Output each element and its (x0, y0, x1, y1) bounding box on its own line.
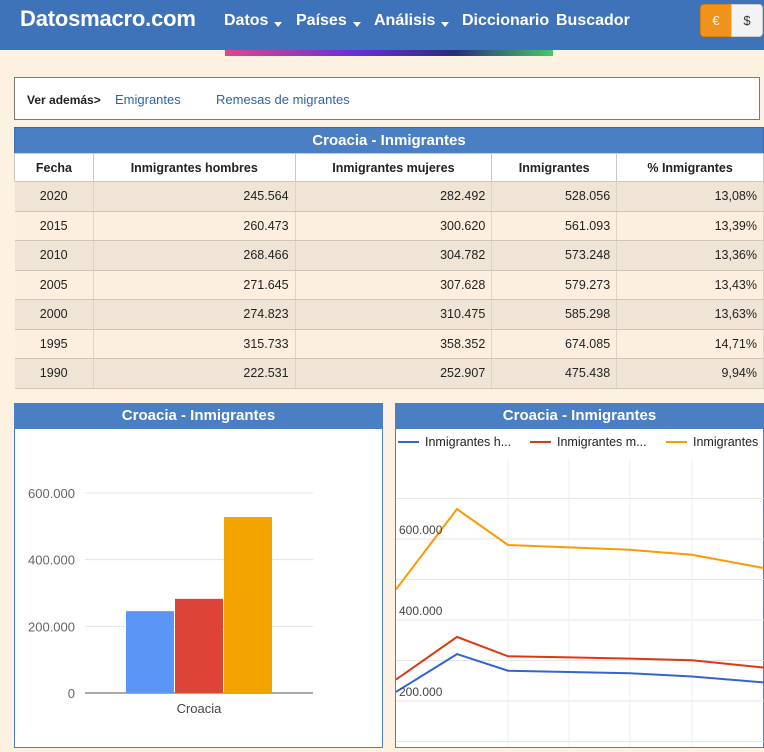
nav-label: Análisis (374, 12, 436, 29)
y-tick-label: 0 (68, 686, 75, 701)
table-cell: 310.475 (295, 299, 493, 330)
nav-item-paises[interactable]: Países (296, 12, 361, 30)
header-mujeres[interactable]: Inmigrantes mujeres (294, 153, 493, 182)
nav-item-datos[interactable]: Datos (224, 12, 283, 30)
table-row: 2015 260.473 300.620 561.093 13,39% (14, 211, 764, 241)
table-cell: 13,08% (616, 181, 764, 212)
see-also-label: Ver además> (27, 93, 101, 107)
table-cell: 13,36% (616, 240, 764, 271)
table-cell: 222.531 (93, 358, 296, 389)
table-cell: 9,94% (616, 358, 764, 389)
link-emigrantes[interactable]: Emigrantes (115, 92, 181, 107)
series-line-3 (395, 507, 764, 591)
header-fecha[interactable]: Fecha (14, 153, 94, 182)
table-cell: 585.298 (491, 299, 618, 330)
table-cell: 579.273 (491, 270, 618, 300)
table-cell: 245.564 (93, 181, 296, 212)
header-porcentaje[interactable]: % Inmigrantes (616, 153, 764, 182)
series-line-1 (395, 653, 764, 693)
site-logo[interactable]: Datosmacro.com (20, 6, 196, 31)
table-cell: 475.438 (491, 358, 618, 389)
table-cell: 561.093 (491, 211, 618, 241)
table-cell: 268.466 (93, 240, 296, 271)
y-tick-label: 400.000 (28, 553, 75, 568)
table-cell: 2015 (14, 211, 94, 241)
table-cell: 307.628 (295, 270, 493, 300)
table-header-row: Fecha Inmigrantes hombres Inmigrantes mu… (14, 153, 764, 182)
immigrants-table: Croacia - Inmigrantes Fecha Inmigrantes … (14, 127, 764, 389)
legend-label: Inmigrantes h... (425, 435, 511, 449)
bar-chart-title: Croacia - Inmigrantes (15, 404, 382, 429)
table-cell: 271.645 (93, 270, 296, 300)
table-cell: 528.056 (491, 181, 618, 212)
table-row: 1990 222.531 252.907 475.438 9,94% (14, 358, 764, 389)
y-tick-label: 200.000 (28, 619, 75, 634)
bar-chart-panel: Croacia - Inmigrantes 0 200.000 400.000 600… (14, 403, 383, 748)
table-cell: 13,43% (616, 270, 764, 300)
table-cell: 1990 (14, 358, 94, 389)
line-chart: Inmigrantes h... Inmigrantes m... Inmigran… (395, 435, 764, 747)
nav-label: Países (296, 12, 347, 29)
table-cell: 252.907 (295, 358, 493, 389)
table-cell: 315.733 (93, 329, 296, 359)
y-tick-label: 600.000 (28, 486, 75, 501)
table-cell: 282.492 (295, 181, 493, 212)
table-cell: 14,71% (616, 329, 764, 359)
table-title: Croacia - Inmigrantes (14, 127, 764, 153)
bar-1 (126, 611, 174, 693)
line-chart-title: Croacia - Inmigrantes (396, 404, 763, 429)
table-cell: 2005 (14, 270, 94, 300)
series-line-2 (395, 635, 764, 681)
table-row: 2010 268.466 304.782 573.248 13,36% (14, 240, 764, 271)
table-cell: 573.248 (491, 240, 618, 271)
table-cell: 13,63% (616, 299, 764, 330)
currency-usd-button[interactable]: $ (731, 4, 763, 37)
y-tick-label: 400.000 (399, 604, 443, 618)
table-cell: 304.782 (295, 240, 493, 271)
table-cell: 13,39% (616, 211, 764, 241)
top-navbar: Datosmacro.com Datos Países Análisis Dic… (0, 0, 764, 50)
table-cell: 2020 (14, 181, 94, 212)
header-hombres[interactable]: Inmigrantes hombres (92, 153, 296, 182)
ad-banner[interactable] (225, 50, 553, 56)
table-cell: 2010 (14, 240, 94, 271)
table-cell: 300.620 (295, 211, 493, 241)
nav-item-buscador[interactable]: Buscador (556, 12, 630, 29)
nav-item-diccionario[interactable]: Diccionario (462, 12, 550, 29)
legend-label: Inmigrantes (693, 435, 758, 449)
chevron-down-icon (352, 22, 361, 27)
currency-eur-button[interactable]: € (700, 4, 732, 37)
x-category-label: Croacia (177, 701, 223, 716)
table-row: 1995 315.733 358.352 674.085 14,71% (14, 329, 764, 359)
table-row: 2020 245.564 282.492 528.056 13,08% (14, 181, 764, 212)
table-row: 2000 274.823 310.475 585.298 13,63% (14, 299, 764, 330)
table-cell: 2000 (14, 299, 94, 330)
nav-item-analisis[interactable]: Análisis (374, 12, 450, 30)
link-remesas-migrantes[interactable]: Remesas de migrantes (216, 92, 350, 107)
legend-label: Inmigrantes m... (557, 435, 647, 449)
bar-chart: 0 200.000 400.000 600.000 Croacia (28, 486, 313, 716)
header-inmigrantes[interactable]: Inmigrantes (491, 153, 618, 182)
table-cell: 1995 (14, 329, 94, 359)
bar-2 (175, 598, 223, 693)
y-tick-label: 600.000 (399, 523, 443, 537)
line-chart-panel: Croacia - Inmigrantes Inmigrantes h... In… (395, 403, 764, 748)
table-cell: 274.823 (93, 299, 296, 330)
chevron-down-icon (274, 22, 283, 27)
table-cell: 358.352 (295, 329, 493, 359)
see-also-box: Ver además> Emigrantes Remesas de migran… (14, 77, 760, 120)
nav-label: Datos (224, 12, 269, 29)
table-cell: 260.473 (93, 211, 296, 241)
table-row: 2005 271.645 307.628 579.273 13,43% (14, 270, 764, 300)
bar-3 (224, 516, 272, 693)
y-tick-label: 200.000 (399, 685, 443, 699)
chevron-down-icon (441, 22, 450, 27)
table-cell: 674.085 (491, 329, 618, 359)
